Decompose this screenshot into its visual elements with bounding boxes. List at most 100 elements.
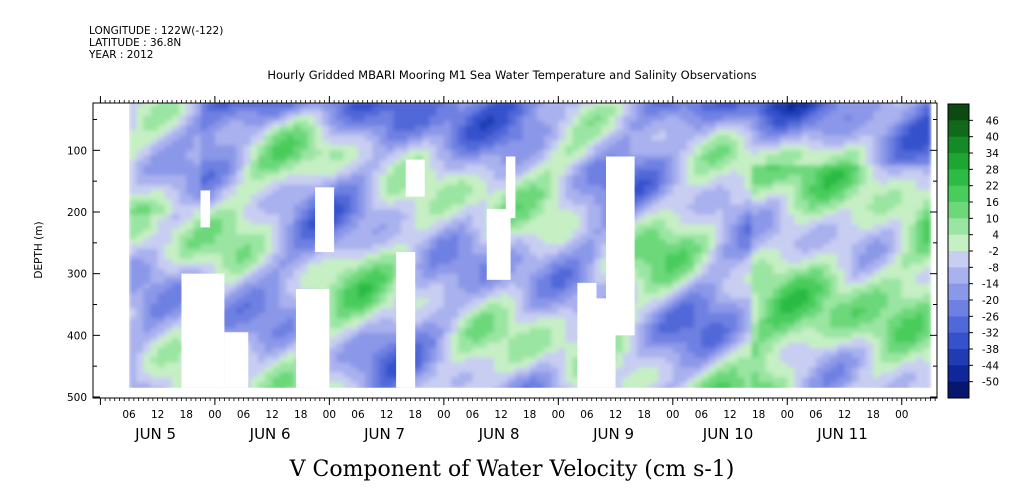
heatmap-cell bbox=[472, 337, 481, 344]
heatmap-cell bbox=[694, 130, 703, 137]
heatmap-cell bbox=[651, 120, 660, 127]
heatmap-cell bbox=[229, 209, 238, 216]
heatmap-cell bbox=[129, 283, 137, 290]
heatmap-cell bbox=[293, 244, 302, 250]
heatmap-cell bbox=[143, 263, 152, 270]
heatmap-cell bbox=[293, 145, 302, 152]
heatmap-cell bbox=[179, 204, 188, 211]
heatmap-cell bbox=[315, 258, 323, 265]
heatmap-cell bbox=[544, 103, 552, 107]
heatmap-cell bbox=[436, 219, 445, 226]
heatmap-cell bbox=[171, 308, 180, 314]
heatmap-cell bbox=[551, 170, 560, 176]
heatmap-cell bbox=[207, 160, 216, 166]
heatmap-cell bbox=[544, 323, 552, 329]
heatmap-cell bbox=[515, 244, 524, 250]
heatmap-cell bbox=[150, 372, 159, 378]
heatmap-cell bbox=[286, 105, 295, 112]
heatmap-cell bbox=[365, 268, 374, 275]
heatmap-cell bbox=[529, 263, 538, 270]
heatmap-cell bbox=[687, 194, 696, 201]
heatmap-cell bbox=[379, 352, 388, 359]
heatmap-cell bbox=[715, 229, 724, 235]
heatmap-cell bbox=[386, 125, 395, 132]
heatmap-cell bbox=[687, 367, 696, 374]
heatmap-cell bbox=[665, 318, 674, 324]
heatmap-cell bbox=[493, 288, 502, 295]
heatmap-cell bbox=[171, 273, 180, 280]
heatmap-cell bbox=[200, 263, 209, 270]
heatmap-cell bbox=[443, 382, 452, 388]
heatmap-cell bbox=[315, 179, 323, 186]
heatmap-cell bbox=[615, 372, 624, 378]
heatmap-cell bbox=[579, 199, 588, 206]
heatmap-cell bbox=[708, 268, 717, 275]
heatmap-cell bbox=[315, 120, 323, 127]
heatmap-cell bbox=[458, 189, 467, 196]
heatmap-cell bbox=[279, 303, 288, 309]
heatmap-cell bbox=[222, 258, 230, 265]
heatmap-cell bbox=[458, 170, 467, 176]
heatmap-cell bbox=[415, 214, 424, 221]
heatmap-cell bbox=[679, 229, 688, 235]
heatmap-cell bbox=[515, 115, 524, 122]
heatmap-cell bbox=[615, 150, 624, 156]
heatmap-cell bbox=[400, 229, 409, 235]
heatmap-cell bbox=[708, 293, 717, 300]
heatmap-cell bbox=[350, 199, 359, 206]
heatmap-cell bbox=[565, 278, 574, 285]
heatmap-cell bbox=[508, 342, 517, 349]
heatmap-cell bbox=[658, 273, 667, 280]
heatmap-cell bbox=[565, 293, 574, 300]
heatmap-cell bbox=[193, 253, 202, 260]
heatmap-cell bbox=[493, 135, 502, 142]
heatmap-cell bbox=[479, 332, 488, 339]
heatmap-cell bbox=[336, 184, 345, 191]
heatmap-cell bbox=[264, 283, 273, 290]
heatmap-cell bbox=[536, 209, 545, 216]
heatmap-cell bbox=[572, 308, 581, 314]
heatmap-cell bbox=[379, 308, 388, 314]
heatmap-cell bbox=[536, 318, 545, 324]
heatmap-cell bbox=[372, 189, 381, 196]
heatmap-cell bbox=[572, 204, 581, 211]
heatmap-cell bbox=[687, 120, 696, 127]
heatmap-cell bbox=[257, 308, 266, 314]
heatmap-cell bbox=[143, 110, 152, 117]
heatmap-cell bbox=[651, 268, 660, 275]
heatmap-cell bbox=[715, 224, 724, 230]
heatmap-cell bbox=[157, 189, 166, 196]
heatmap-cell bbox=[515, 377, 524, 383]
heatmap-cell bbox=[429, 194, 438, 201]
heatmap-cell bbox=[415, 140, 424, 147]
heatmap-cell bbox=[293, 249, 302, 255]
heatmap-cell bbox=[472, 298, 481, 304]
heatmap-cell bbox=[350, 293, 359, 300]
heatmap-cell bbox=[651, 278, 660, 285]
heatmap-cell bbox=[150, 239, 159, 245]
heatmap-cell bbox=[551, 204, 560, 211]
heatmap-cell bbox=[243, 160, 252, 166]
heatmap-cell bbox=[708, 382, 717, 388]
heatmap-cell bbox=[429, 337, 438, 344]
heatmap-cell bbox=[243, 165, 252, 171]
heatmap-cell bbox=[601, 120, 610, 127]
heatmap-cell bbox=[222, 204, 230, 211]
heatmap-cell bbox=[400, 115, 409, 122]
heatmap-cell bbox=[479, 318, 488, 324]
heatmap-cell bbox=[658, 160, 667, 166]
heatmap-cell bbox=[365, 313, 374, 319]
heatmap-cell bbox=[536, 249, 545, 255]
heatmap-cell bbox=[601, 234, 610, 240]
heatmap-cell bbox=[565, 263, 574, 270]
heatmap-cell bbox=[701, 303, 710, 309]
heatmap-cell bbox=[286, 239, 295, 245]
heatmap-cell bbox=[529, 249, 538, 255]
heatmap-cell bbox=[393, 170, 402, 176]
heatmap-cell bbox=[651, 352, 660, 359]
heatmap-cell bbox=[372, 323, 381, 329]
heatmap-cell bbox=[236, 105, 245, 112]
heatmap-cell bbox=[672, 160, 681, 166]
heatmap-cell bbox=[594, 184, 603, 191]
heatmap-cell bbox=[637, 204, 645, 211]
